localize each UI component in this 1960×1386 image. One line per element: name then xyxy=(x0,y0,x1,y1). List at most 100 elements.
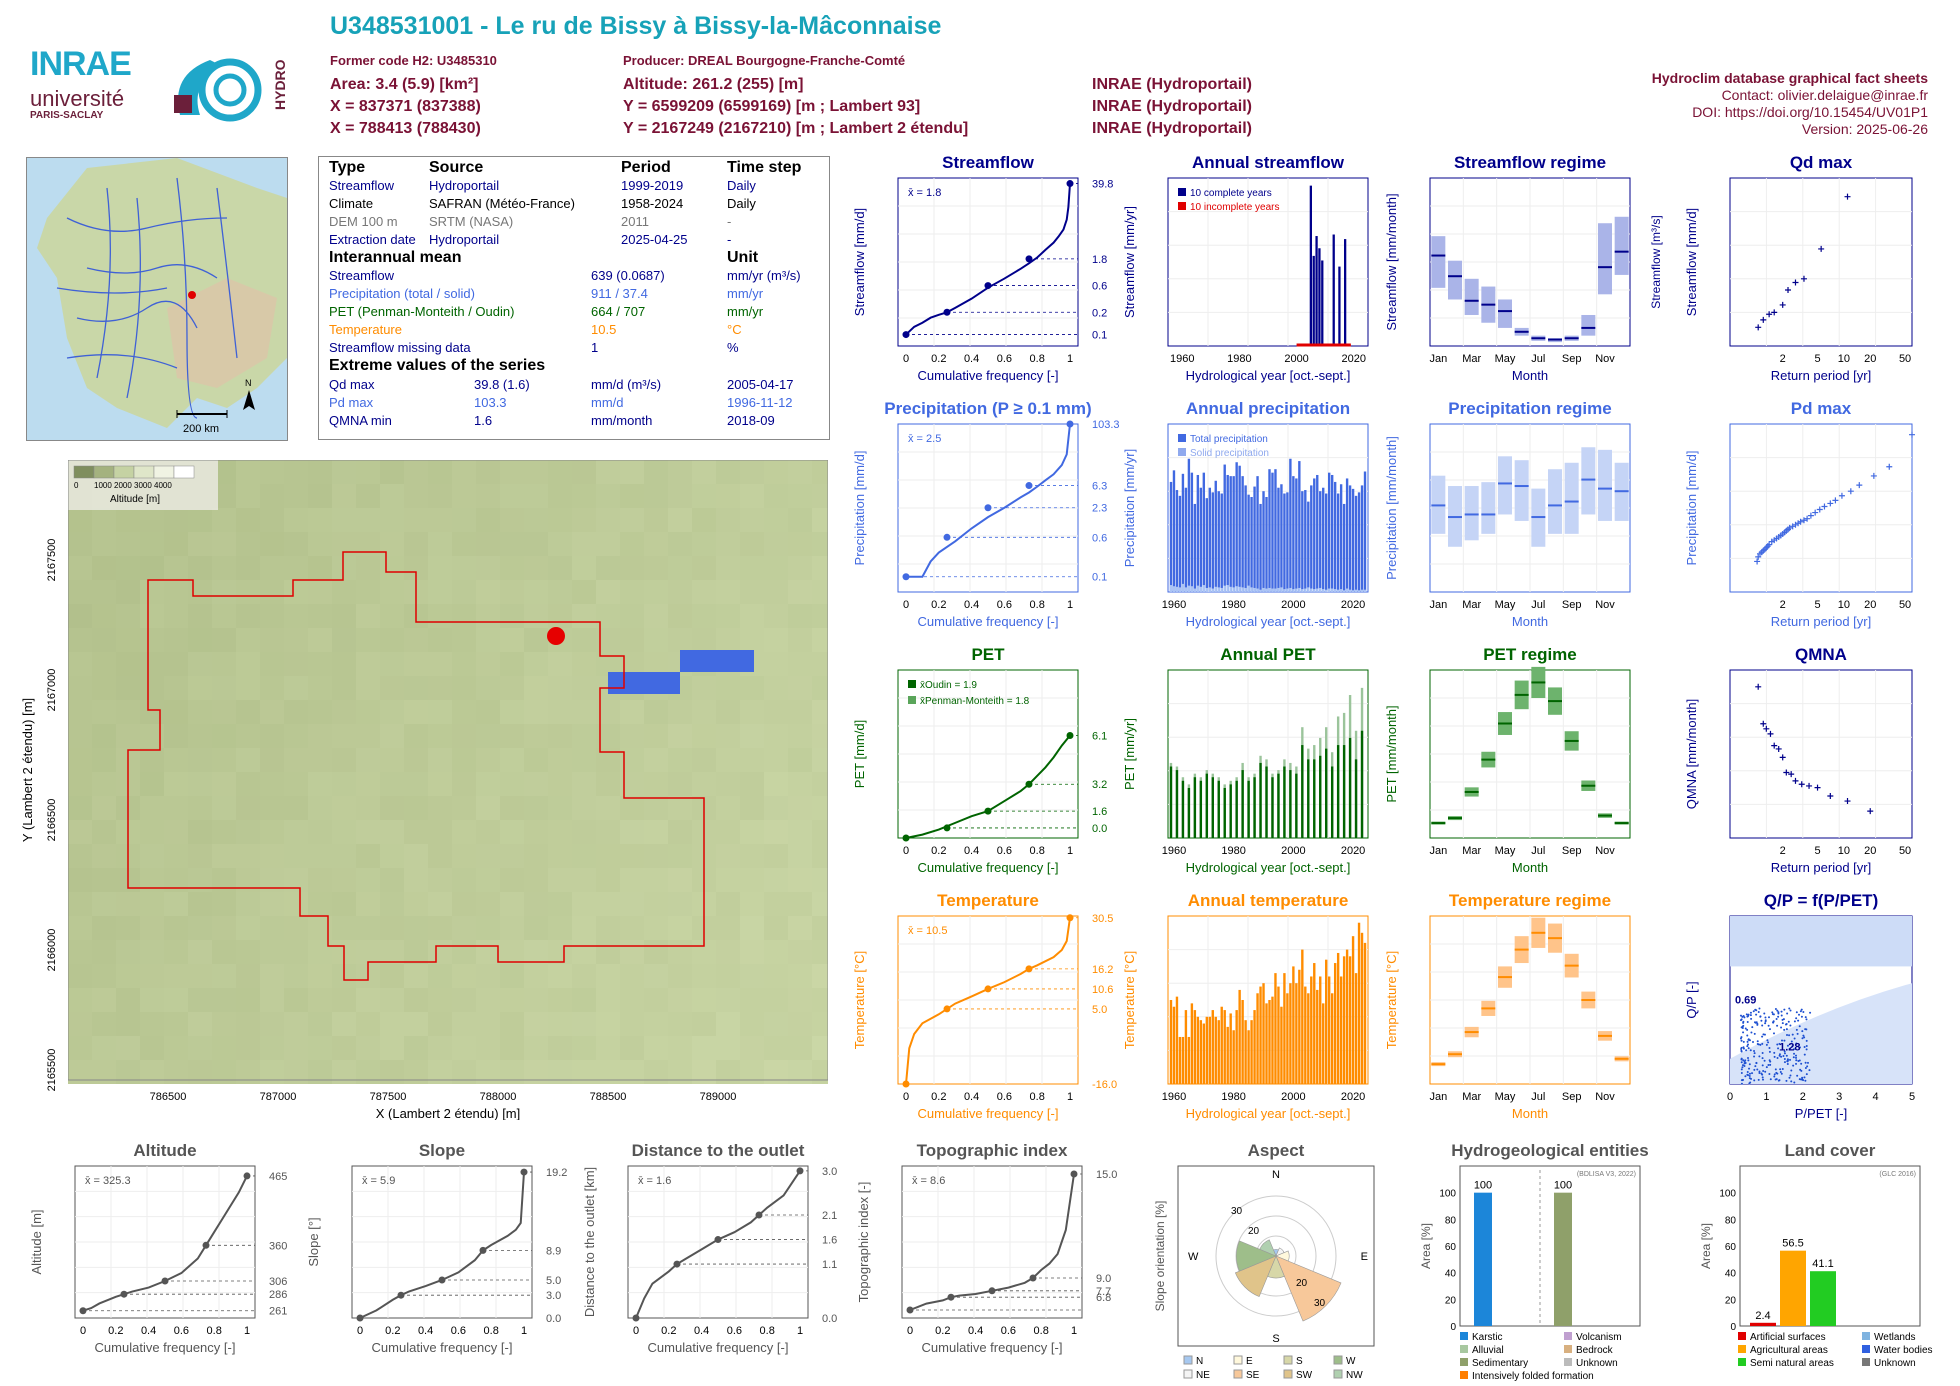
qp-point xyxy=(1753,1052,1756,1055)
annual-bar xyxy=(1238,465,1241,592)
terrain-cell xyxy=(620,484,644,508)
annual-bar xyxy=(1363,942,1367,1084)
qp-point xyxy=(1740,1049,1743,1052)
terrain-cell xyxy=(356,676,380,700)
terrain-cell xyxy=(620,580,644,604)
terrain-cell xyxy=(356,556,380,580)
terrain-cell xyxy=(476,484,500,508)
terrain-cell xyxy=(668,772,692,796)
terrain-cell xyxy=(428,604,452,628)
terrain-cell xyxy=(452,460,476,484)
quantile-label: 0.2 xyxy=(1092,307,1107,319)
terrain-cell xyxy=(380,700,404,724)
quantile-point xyxy=(755,1211,763,1219)
annual-bar xyxy=(1241,1000,1244,1084)
qp-point xyxy=(1804,1016,1807,1019)
annual-bar-solid xyxy=(1348,589,1352,592)
annual-bar xyxy=(1223,464,1226,592)
legend-swatch xyxy=(1738,1332,1746,1340)
x-tick: 1 xyxy=(244,1325,250,1337)
annual-bar xyxy=(1223,787,1226,838)
terrain-cell xyxy=(380,604,404,628)
quantile-point xyxy=(356,1314,364,1322)
terrain-cell xyxy=(212,556,236,580)
chart-title: Annual temperature xyxy=(1188,891,1349,910)
terrain-cell xyxy=(740,748,764,772)
qp-point xyxy=(1764,1022,1767,1025)
quantile-point xyxy=(1066,420,1074,428)
extreme-unit: mm/d xyxy=(591,395,624,410)
quantile-label: 0.0 xyxy=(822,1313,837,1325)
quantile-label: 0.0 xyxy=(546,1313,561,1325)
annual-bar xyxy=(1342,956,1346,1084)
annual-bar xyxy=(1342,503,1346,592)
qp-point xyxy=(1806,1065,1809,1068)
source-2: INRAE (Hydroportail) xyxy=(1092,98,1252,115)
x-tick: 0.2 xyxy=(385,1325,400,1337)
annual-bar-solid xyxy=(1357,590,1361,592)
qp-point xyxy=(1765,1066,1768,1069)
mean-name: Temperature xyxy=(329,322,402,337)
y-axis-label: Slope orientation [%] xyxy=(1153,1201,1167,1312)
x-tick: 20 xyxy=(1864,845,1876,857)
terrain-cell xyxy=(692,556,716,580)
annual-bar-solid xyxy=(1187,585,1191,592)
quantile-point xyxy=(1025,780,1033,788)
x-tick: 2020 xyxy=(1341,599,1365,611)
annual-bar xyxy=(1193,503,1197,592)
terrain-cell xyxy=(308,748,332,772)
terrain-cell xyxy=(380,676,404,700)
qp-point xyxy=(1769,1078,1772,1081)
annual-bar xyxy=(1336,952,1340,1084)
x-tick: Nov xyxy=(1595,1091,1615,1103)
terrain-cell xyxy=(332,748,356,772)
qp-point xyxy=(1740,1082,1743,1085)
terrain-cell xyxy=(164,580,188,604)
terrain-cell xyxy=(740,772,764,796)
y-lambert2e: Y = 2167249 (2167210) [m ; Lambert 2 éte… xyxy=(623,120,969,137)
qp-point xyxy=(1786,1012,1789,1015)
annual-bar xyxy=(1253,486,1256,592)
qp-point xyxy=(1773,1055,1776,1058)
qp-point xyxy=(1777,1079,1780,1082)
qp-point xyxy=(1754,1065,1757,1068)
x-tick: 1 xyxy=(1067,845,1073,857)
qp-point xyxy=(1802,1079,1805,1082)
annual-bar xyxy=(1181,473,1185,592)
legend-label: SW xyxy=(1296,1370,1313,1381)
qp-point xyxy=(1805,1044,1808,1047)
x-tick: May xyxy=(1495,845,1516,857)
annual-bar xyxy=(1307,759,1310,838)
x-tick: 10 xyxy=(1838,845,1850,857)
terrain-cell xyxy=(116,580,140,604)
x-tick: 50 xyxy=(1899,845,1911,857)
contact[interactable]: Contact: olivier.delaigue@inrae.fr xyxy=(1721,87,1928,103)
annual-bar xyxy=(1351,936,1355,1084)
quantile-label: 15.0 xyxy=(1096,1169,1117,1181)
terrain-cell xyxy=(380,508,404,532)
annual-bar-solid xyxy=(1283,589,1286,592)
doi[interactable]: DOI: https://doi.org/10.15454/UV01P1 xyxy=(1692,104,1928,120)
annual-bar xyxy=(1214,1016,1217,1084)
terrain-cell xyxy=(500,628,524,652)
terrain-cell xyxy=(764,676,788,700)
annual-bar xyxy=(1336,745,1340,838)
quantile-label: 0.0 xyxy=(1092,823,1107,835)
terrain-cell xyxy=(500,604,524,628)
chart-title: Streamflow xyxy=(942,153,1034,172)
terrain-cell xyxy=(548,484,572,508)
legend-label: NE xyxy=(1196,1370,1210,1381)
terrain-cell xyxy=(740,604,764,628)
terrain-cell xyxy=(68,604,92,628)
legend-label: Volcanism xyxy=(1576,1332,1622,1343)
terrain-cell xyxy=(548,772,572,796)
terrain-cell xyxy=(164,556,188,580)
terrain-cell xyxy=(380,460,404,484)
terrain-cell xyxy=(188,556,212,580)
annual-bar xyxy=(1319,976,1322,1084)
qp-point xyxy=(1791,1033,1794,1036)
category-bar xyxy=(1810,1271,1836,1326)
regime-box xyxy=(1498,299,1512,328)
annual-bar-solid xyxy=(1339,589,1343,592)
annual-bar xyxy=(1205,1016,1208,1084)
